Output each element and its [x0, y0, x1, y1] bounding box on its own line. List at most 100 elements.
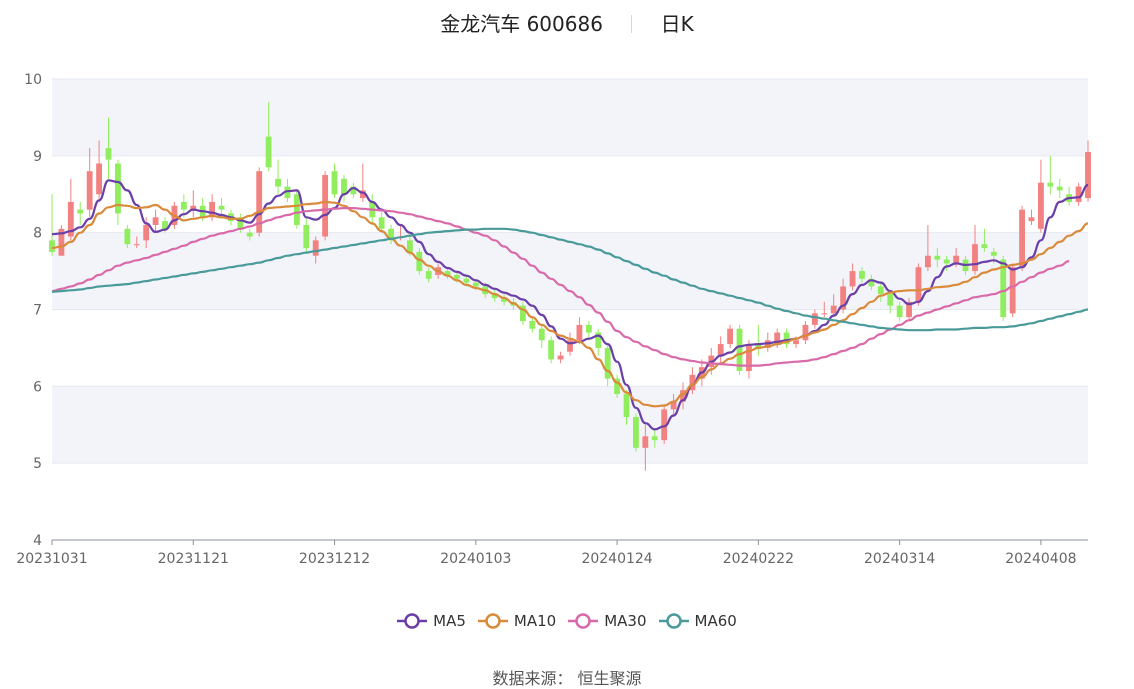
candle-body — [1000, 259, 1007, 318]
candle-body — [642, 436, 649, 448]
candle — [595, 328, 602, 356]
candle-body — [915, 267, 922, 302]
candle-body — [840, 286, 847, 310]
candle-body — [425, 271, 432, 279]
candle — [388, 224, 394, 245]
candle — [293, 190, 300, 229]
candlestick-chart: 4 5 6 7 8 9 10 20231031 20231121 20231212 2024010… — [16, 72, 1091, 567]
ma-line-ma5 — [51, 179, 1089, 431]
legend-item-ma60[interactable]: MA60 — [658, 612, 737, 630]
candle — [115, 159, 121, 225]
y-tick-label: 6 — [33, 379, 42, 395]
y-tick-label: 7 — [33, 303, 42, 319]
candle-body — [341, 178, 347, 195]
candle — [425, 267, 432, 283]
candle-body — [633, 417, 639, 448]
candle — [256, 167, 263, 237]
title-separator — [631, 15, 633, 33]
candle — [491, 290, 498, 302]
x-tick-label: 20231031 — [16, 551, 87, 567]
x-tick-label: 20240124 — [581, 551, 652, 567]
candle-body — [585, 324, 592, 333]
candle — [915, 263, 922, 306]
candle-body — [990, 251, 997, 256]
candle — [209, 194, 216, 222]
candle-body — [378, 217, 385, 229]
candle — [802, 321, 809, 345]
candle — [152, 209, 159, 233]
candle-body — [896, 305, 903, 318]
candle-body — [877, 286, 884, 295]
candle — [1056, 178, 1063, 199]
candle-body — [275, 178, 281, 187]
candle-body — [538, 328, 545, 341]
candle-body — [77, 209, 84, 214]
candles — [49, 102, 1091, 471]
candle-body — [388, 228, 394, 241]
candle-body — [454, 274, 460, 279]
legend-item-ma5[interactable]: MA5 — [397, 612, 466, 630]
candle — [350, 182, 357, 199]
candle — [614, 374, 621, 398]
candle-body — [887, 294, 894, 306]
candle-body — [1037, 182, 1044, 229]
y-tick-label: 4 — [33, 533, 42, 549]
candle-body — [303, 224, 310, 249]
candle-body — [152, 217, 159, 225]
candle-body — [746, 344, 752, 371]
candle — [972, 224, 978, 275]
candle-body — [105, 148, 112, 160]
data-source: 数据来源： 恒生聚源 — [492, 669, 642, 688]
candle-body — [406, 240, 413, 252]
candle-body — [416, 251, 423, 272]
candle — [1028, 209, 1035, 225]
candle-body — [124, 228, 131, 245]
legend-item-ma10[interactable]: MA10 — [477, 612, 556, 630]
candle-body — [802, 324, 809, 341]
legend: MA5 MA10 MA30 MA60 — [0, 612, 1134, 630]
candle — [1037, 159, 1044, 233]
candle-body — [595, 332, 602, 348]
candle-body — [96, 163, 103, 195]
candle — [322, 171, 329, 241]
candle-body — [501, 297, 507, 302]
legend-label: MA5 — [433, 612, 466, 630]
candle — [538, 324, 545, 348]
candle — [303, 217, 310, 252]
candle-body — [190, 205, 197, 210]
candle-body — [661, 409, 668, 441]
candle — [96, 140, 103, 202]
candle — [359, 163, 366, 202]
legend-item-ma30[interactable]: MA30 — [568, 612, 647, 630]
candle-body — [209, 201, 216, 218]
candle — [906, 297, 912, 322]
candle — [821, 301, 828, 318]
ma-line-ma10 — [51, 200, 1089, 408]
stock-name-code: 金龙汽车 600686 — [440, 12, 603, 36]
period-label: 日K — [660, 12, 694, 36]
candle-body — [1085, 151, 1091, 199]
candle — [49, 194, 55, 256]
candle — [190, 190, 197, 218]
candle — [623, 390, 630, 425]
candle — [416, 248, 423, 275]
candle — [887, 290, 894, 314]
candle-body — [557, 355, 564, 360]
candle — [896, 301, 903, 322]
candle-body — [256, 171, 263, 233]
legend-marker-icon — [397, 613, 428, 629]
candle-body — [58, 228, 65, 256]
candle — [934, 248, 941, 268]
x-tick-label: 20240103 — [440, 551, 511, 567]
legend-marker-icon — [568, 613, 599, 629]
candle-body — [529, 321, 536, 329]
candle-body — [1028, 217, 1035, 222]
candle-body — [604, 347, 611, 379]
candle-body — [859, 271, 865, 279]
candle-body — [943, 259, 950, 264]
candle — [86, 148, 93, 218]
candle — [943, 255, 950, 272]
candle — [444, 267, 451, 279]
candle — [661, 405, 668, 444]
candle-body — [284, 186, 291, 199]
